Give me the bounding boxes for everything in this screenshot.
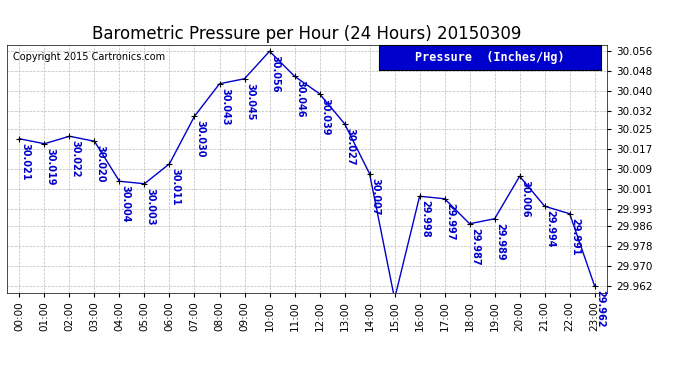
- Text: 30.007: 30.007: [370, 178, 380, 215]
- Text: 30.027: 30.027: [345, 128, 355, 165]
- Text: 29.991: 29.991: [570, 218, 580, 255]
- Text: 30.045: 30.045: [245, 83, 255, 120]
- Text: 30.021: 30.021: [20, 143, 30, 180]
- Text: 30.004: 30.004: [120, 185, 130, 223]
- Text: Copyright 2015 Cartronics.com: Copyright 2015 Cartronics.com: [13, 53, 165, 62]
- Text: 29.957: 29.957: [0, 374, 1, 375]
- Text: 30.056: 30.056: [270, 56, 280, 93]
- Text: 29.997: 29.997: [445, 203, 455, 240]
- Text: 30.020: 30.020: [95, 146, 105, 183]
- Text: 30.043: 30.043: [220, 88, 230, 125]
- Text: 30.022: 30.022: [70, 140, 80, 178]
- Text: 30.046: 30.046: [295, 80, 305, 118]
- Text: 30.011: 30.011: [170, 168, 180, 206]
- Text: 30.030: 30.030: [195, 120, 205, 158]
- Title: Barometric Pressure per Hour (24 Hours) 20150309: Barometric Pressure per Hour (24 Hours) …: [92, 26, 522, 44]
- Text: 30.019: 30.019: [45, 148, 55, 185]
- Text: 29.987: 29.987: [470, 228, 480, 266]
- Text: 30.003: 30.003: [145, 188, 155, 225]
- Text: 30.006: 30.006: [520, 180, 530, 218]
- Text: 29.998: 29.998: [420, 200, 430, 238]
- Text: 29.989: 29.989: [495, 223, 505, 261]
- Text: 29.994: 29.994: [545, 210, 555, 248]
- Text: 30.039: 30.039: [320, 98, 330, 135]
- Text: 29.962: 29.962: [595, 290, 605, 328]
